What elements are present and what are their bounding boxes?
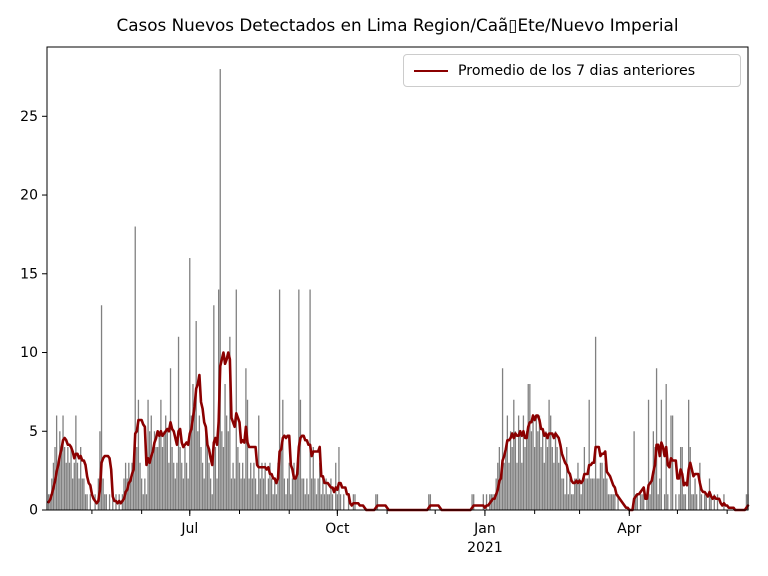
axes-frame bbox=[46, 46, 749, 511]
y-axis: 0 5 10 15 20 25 bbox=[20, 109, 47, 519]
svg-text:Jul: Jul bbox=[180, 521, 198, 537]
svg-text:25: 25 bbox=[20, 109, 38, 125]
x-axis-major-ticks: Jul Oct Jan 2021 Apr bbox=[180, 510, 642, 556]
x-axis-year-label: 2021 bbox=[467, 540, 503, 556]
legend-label: Promedio de los 7 dias anteriores bbox=[458, 62, 696, 79]
legend: Promedio de los 7 dias anteriores bbox=[403, 54, 741, 87]
svg-text:5: 5 bbox=[29, 424, 38, 440]
svg-text:0: 0 bbox=[29, 503, 38, 519]
svg-text:Jan: Jan bbox=[473, 521, 496, 537]
svg-text:Apr: Apr bbox=[617, 521, 641, 537]
svg-text:15: 15 bbox=[20, 266, 38, 282]
svg-text:20: 20 bbox=[20, 188, 38, 204]
legend-line-swatch bbox=[414, 69, 448, 72]
chart-title: Casos Nuevos Detectados en Lima Region/C… bbox=[116, 15, 679, 35]
svg-text:10: 10 bbox=[20, 345, 38, 361]
svg-text:Oct: Oct bbox=[325, 521, 350, 537]
